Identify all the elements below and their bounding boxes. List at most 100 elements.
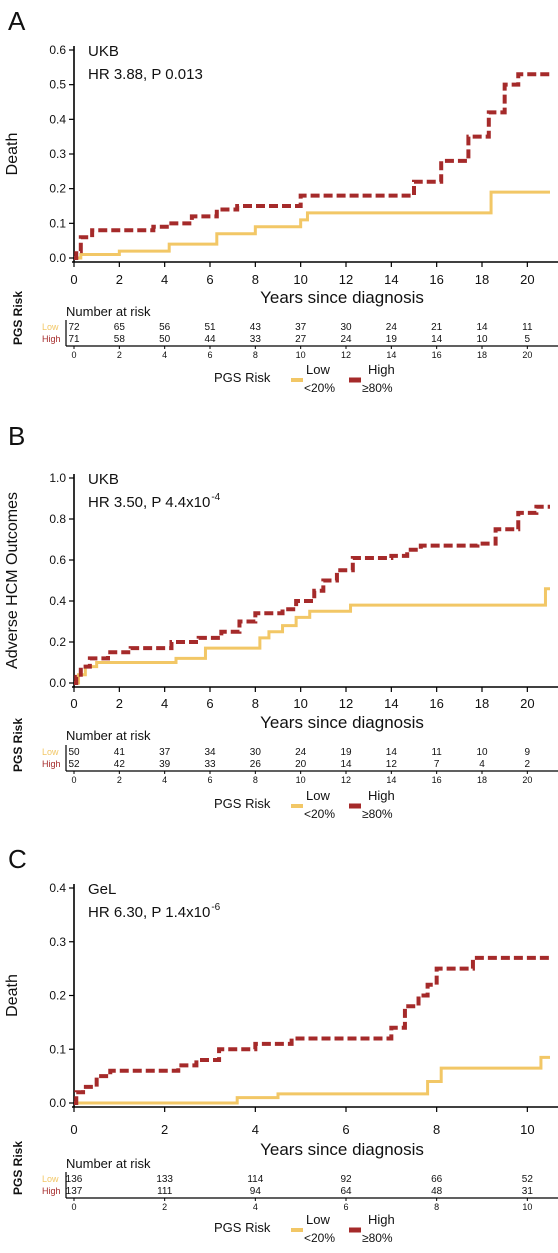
- y-tick-label: 0.5: [49, 78, 66, 92]
- risk-table-time-label: 16: [432, 350, 442, 360]
- legend-high-threshold: ≥80%: [362, 381, 393, 395]
- risk-count-low: 11: [431, 747, 442, 758]
- low-risk-curve: [74, 1055, 550, 1105]
- risk-table-time-label: 0: [71, 350, 76, 360]
- risk-count-low: 136: [66, 1174, 83, 1185]
- risk-count-low: 30: [340, 322, 352, 333]
- x-axis-label: Years since diagnosis: [260, 713, 424, 732]
- risk-count-low: 92: [340, 1174, 352, 1185]
- y-axis-label: Adverse HCM Outcomes: [4, 492, 21, 669]
- cohort-label: UKB: [88, 471, 119, 488]
- x-tick-label: 4: [161, 272, 168, 287]
- x-tick-label: 16: [429, 696, 443, 711]
- risk-count-high: 42: [114, 759, 126, 770]
- risk-table-side-label: PGS Risk: [11, 718, 25, 772]
- x-tick-label: 18: [475, 272, 489, 287]
- risk-row-label-high: High: [42, 759, 61, 769]
- risk-count-high: 10: [476, 334, 488, 345]
- panel-letter: C: [8, 844, 27, 874]
- risk-count-high: 14: [340, 759, 352, 770]
- x-tick-label: 2: [116, 696, 123, 711]
- legend-high-label: High: [368, 362, 395, 377]
- stat-label: HR 3.50, P 4.4x10: [88, 494, 210, 511]
- risk-count-low: 133: [156, 1174, 173, 1185]
- risk-count-high: 31: [522, 1186, 534, 1197]
- risk-table-title: Number at risk: [66, 728, 151, 743]
- stat-superscript: -6: [211, 902, 220, 913]
- stat-label: HR 3.88, P 0.013: [88, 66, 203, 83]
- y-tick-label: 0.1: [49, 216, 66, 230]
- risk-count-high: 44: [204, 334, 216, 345]
- low-risk-curve: [74, 190, 550, 260]
- x-tick-label: 14: [384, 272, 398, 287]
- y-tick-label: 0.0: [49, 1096, 66, 1110]
- risk-count-low: 43: [250, 322, 262, 333]
- y-tick-label: 0.1: [49, 1042, 66, 1056]
- risk-count-high: 52: [68, 759, 80, 770]
- risk-table-time-label: 18: [477, 775, 487, 785]
- x-tick-label: 6: [206, 696, 213, 711]
- x-tick-label: 10: [293, 696, 307, 711]
- risk-count-low: 19: [340, 747, 352, 758]
- risk-table-time-label: 0: [71, 775, 76, 785]
- y-tick-label: 0.2: [49, 635, 66, 649]
- y-tick-label: 0.2: [49, 182, 66, 196]
- risk-count-high: 7: [434, 759, 440, 770]
- risk-count-high: 12: [386, 759, 398, 770]
- risk-count-low: 66: [431, 1174, 443, 1185]
- risk-table-time-label: 6: [207, 350, 212, 360]
- risk-count-high: 4: [479, 759, 485, 770]
- x-tick-label: 10: [520, 1122, 534, 1137]
- risk-table-time-label: 2: [162, 1202, 167, 1212]
- x-tick-label: 8: [433, 1122, 440, 1137]
- panel-letter: B: [8, 421, 25, 451]
- cohort-label: UKB: [88, 43, 119, 60]
- risk-table-time-label: 18: [477, 350, 487, 360]
- x-tick-label: 12: [339, 272, 353, 287]
- y-axis-label: Death: [4, 133, 21, 176]
- x-tick-label: 4: [252, 1122, 259, 1137]
- risk-count-high: 39: [159, 759, 171, 770]
- risk-count-high: 137: [66, 1186, 83, 1197]
- risk-table-title: Number at risk: [66, 1156, 151, 1171]
- legend-low-threshold: <20%: [304, 381, 335, 395]
- risk-table-time-label: 10: [522, 1202, 532, 1212]
- risk-count-low: 30: [250, 747, 262, 758]
- y-tick-label: 0.3: [49, 147, 66, 161]
- x-tick-label: 4: [161, 696, 168, 711]
- risk-count-high: 33: [204, 759, 216, 770]
- risk-count-low: 41: [114, 747, 126, 758]
- risk-count-high: 27: [295, 334, 307, 345]
- risk-table-time-label: 16: [432, 775, 442, 785]
- legend-title: PGS Risk: [214, 370, 271, 385]
- risk-count-high: 58: [114, 334, 126, 345]
- legend-low-label: Low: [306, 1212, 330, 1227]
- x-tick-label: 6: [342, 1122, 349, 1137]
- y-tick-label: 0.4: [49, 112, 66, 126]
- risk-table-time-label: 12: [341, 775, 351, 785]
- risk-table-time-label: 2: [117, 775, 122, 785]
- y-tick-label: 1.0: [49, 471, 66, 485]
- x-tick-label: 20: [520, 272, 534, 287]
- risk-count-high: 33: [250, 334, 262, 345]
- x-tick-label: 18: [475, 696, 489, 711]
- risk-table-time-label: 0: [71, 1202, 76, 1212]
- risk-row-label-low: Low: [42, 322, 59, 332]
- risk-count-low: 37: [159, 747, 171, 758]
- y-tick-label: 0.6: [49, 553, 66, 567]
- legend-low-label: Low: [306, 788, 330, 803]
- risk-table-time-label: 8: [253, 775, 258, 785]
- y-tick-label: 0.6: [49, 43, 66, 57]
- risk-table-time-label: 12: [341, 350, 351, 360]
- risk-table-time-label: 14: [386, 775, 396, 785]
- risk-count-low: 72: [68, 322, 80, 333]
- legend-high-label: High: [368, 1212, 395, 1227]
- y-axis-label: Death: [4, 974, 21, 1017]
- legend-low-label: Low: [306, 362, 330, 377]
- risk-count-low: 65: [114, 322, 126, 333]
- risk-table-time-label: 4: [162, 350, 167, 360]
- x-tick-label: 8: [252, 696, 259, 711]
- x-tick-label: 16: [429, 272, 443, 287]
- x-tick-label: 8: [252, 272, 259, 287]
- legend-high-label: High: [368, 788, 395, 803]
